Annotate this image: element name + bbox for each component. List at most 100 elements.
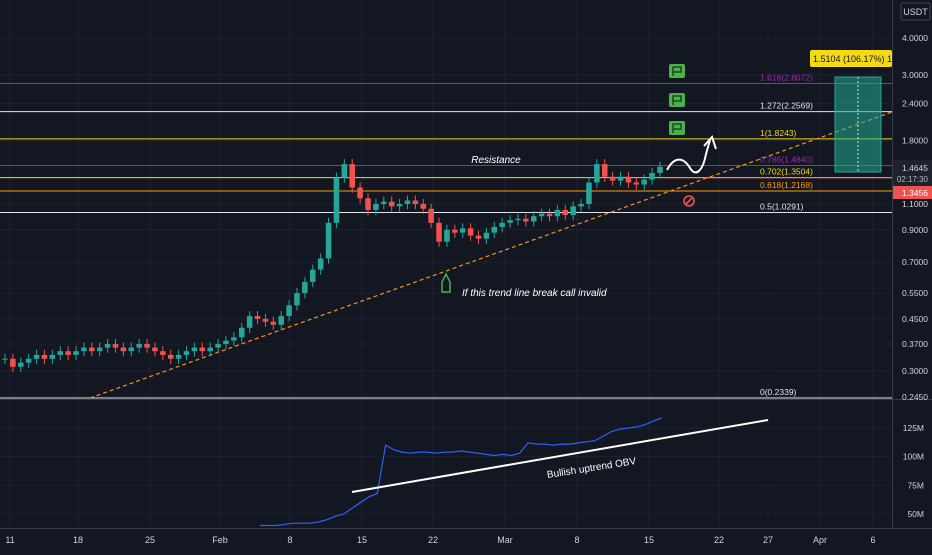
price-tick-label: 0.3700 <box>902 339 928 349</box>
candle-body <box>167 354 174 359</box>
candle-body <box>144 344 150 348</box>
candle-body <box>523 218 529 222</box>
candle-body <box>633 182 640 185</box>
candle-body <box>388 201 395 207</box>
candle-body <box>254 316 261 319</box>
price-tick-label: 0.5500 <box>902 288 928 298</box>
target-flag-icon <box>669 64 685 78</box>
obv-tick-label: 75M <box>907 480 924 490</box>
time-tick-label: 6 <box>870 535 875 545</box>
obv-tick-label: 50M <box>907 509 924 519</box>
candle-body <box>223 340 229 345</box>
candle-body <box>112 344 119 348</box>
stop-sign-slash <box>685 197 693 205</box>
time-tick-label: Mar <box>497 535 513 545</box>
candle-body <box>25 358 32 363</box>
trend-line-layer[interactable] <box>89 111 893 399</box>
forecast-arrow[interactable] <box>666 139 711 174</box>
candle-body <box>73 351 79 355</box>
candle-body <box>609 176 616 181</box>
target-label: 1.5104 (106.17%) 1510 <box>813 54 907 64</box>
candle-body <box>444 229 450 242</box>
obv-trend-line[interactable] <box>351 419 769 493</box>
ascending-trend-line[interactable] <box>89 111 893 399</box>
candle-body <box>270 321 277 325</box>
candle-body <box>357 187 363 199</box>
obv-line <box>260 417 663 527</box>
candle-body <box>594 164 600 183</box>
candle-body <box>215 344 221 348</box>
price-tick-label: 0.3000 <box>902 366 928 376</box>
obv-indicator <box>260 417 663 527</box>
candle-body <box>175 354 182 359</box>
candle-body <box>625 176 632 183</box>
candle-body <box>420 203 427 209</box>
candle-body <box>530 216 537 222</box>
candle-body <box>381 201 387 204</box>
last-price-badge <box>893 160 932 186</box>
candle-body <box>601 164 608 177</box>
time-tick-label: 15 <box>644 535 654 545</box>
candle-body <box>262 318 269 322</box>
currency-badge[interactable] <box>900 2 931 21</box>
candle-body <box>570 206 576 215</box>
candle-body <box>199 347 206 352</box>
candle-body <box>10 358 16 367</box>
candle-body <box>538 213 545 217</box>
candle-body <box>649 172 655 180</box>
candle-body <box>475 235 482 239</box>
candle-body <box>578 203 584 207</box>
time-tick-label: 25 <box>145 535 155 545</box>
candle-body <box>428 208 434 223</box>
candle-body <box>436 222 442 242</box>
time-tick-label: Apr <box>813 535 827 545</box>
price-tick-label: 0.2450 <box>902 392 928 402</box>
time-tick-label: 15 <box>357 535 367 545</box>
candle-body <box>657 166 663 173</box>
fib-level-label: 0.786(1.4840) <box>760 154 813 164</box>
candle-body <box>41 354 48 359</box>
fib-level-label: 1(1.8243) <box>760 128 797 138</box>
candle-body <box>286 305 292 317</box>
candle-body <box>396 203 403 207</box>
candle-body <box>515 218 521 221</box>
candle-body <box>231 337 237 341</box>
time-tick-label: 11 <box>5 535 14 545</box>
candle-body <box>349 164 355 188</box>
candle-body <box>49 354 56 359</box>
long-position-target-box[interactable] <box>834 76 882 173</box>
time-tick-label: 22 <box>714 535 724 545</box>
candle-body <box>333 177 340 223</box>
stop-price-label: 1.3456 <box>902 188 928 198</box>
candle-body <box>104 344 111 348</box>
candle-body <box>365 198 371 210</box>
candle-body <box>278 316 284 325</box>
candle-body <box>507 220 513 223</box>
fib-level-label: 0.702(1.3504) <box>760 167 813 177</box>
candle-body <box>207 347 213 352</box>
target-flag-icon <box>669 93 685 107</box>
target-label-bg[interactable] <box>810 50 892 67</box>
candle-body <box>246 316 253 328</box>
candle-body <box>341 164 348 178</box>
candle-body <box>452 229 458 233</box>
candle-body <box>467 228 474 236</box>
candle-body <box>120 347 127 352</box>
candle-body <box>136 344 142 348</box>
candle-body <box>96 347 103 352</box>
candle-body <box>546 213 553 217</box>
candle-body <box>499 222 505 227</box>
candle-body <box>160 351 166 355</box>
time-tick-label: 18 <box>73 535 83 545</box>
stop-sign-icon <box>683 195 695 207</box>
time-tick-label: Feb <box>212 535 228 545</box>
candle-body <box>412 200 419 204</box>
flag-glyph <box>672 95 682 105</box>
currency-label: USDT <box>903 7 928 17</box>
candle-body <box>325 222 332 259</box>
time-tick-label: 8 <box>287 535 292 545</box>
candle-body <box>294 293 300 306</box>
